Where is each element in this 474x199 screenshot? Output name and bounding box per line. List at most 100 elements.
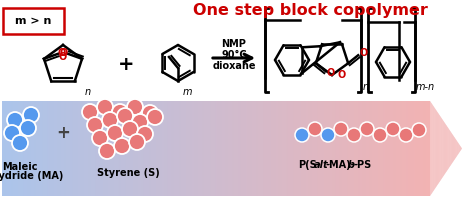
Polygon shape <box>45 101 46 196</box>
Polygon shape <box>112 101 113 196</box>
Polygon shape <box>400 101 401 196</box>
Circle shape <box>399 128 413 142</box>
Polygon shape <box>144 101 146 196</box>
Polygon shape <box>30 101 31 196</box>
Polygon shape <box>443 121 444 176</box>
Polygon shape <box>384 101 385 196</box>
Polygon shape <box>340 101 341 196</box>
Polygon shape <box>22 101 23 196</box>
Polygon shape <box>40 101 42 196</box>
Circle shape <box>308 122 322 136</box>
Polygon shape <box>76 101 77 196</box>
Text: n: n <box>85 87 91 97</box>
Polygon shape <box>129 101 130 196</box>
Polygon shape <box>69 101 71 196</box>
Polygon shape <box>341 101 342 196</box>
Polygon shape <box>418 101 419 196</box>
Polygon shape <box>351 101 352 196</box>
Polygon shape <box>10 101 12 196</box>
Polygon shape <box>138 101 139 196</box>
Polygon shape <box>284 101 285 196</box>
Text: alt: alt <box>314 160 328 170</box>
Polygon shape <box>350 101 351 196</box>
Polygon shape <box>48 101 49 196</box>
Polygon shape <box>222 101 223 196</box>
Polygon shape <box>379 101 380 196</box>
Polygon shape <box>127 101 128 196</box>
Polygon shape <box>98 101 100 196</box>
Polygon shape <box>122 101 123 196</box>
Polygon shape <box>279 101 280 196</box>
Polygon shape <box>328 101 329 196</box>
Polygon shape <box>395 101 396 196</box>
Polygon shape <box>62 101 63 196</box>
Polygon shape <box>381 101 382 196</box>
Polygon shape <box>128 101 129 196</box>
Polygon shape <box>196 101 197 196</box>
Polygon shape <box>303 101 304 196</box>
Polygon shape <box>52 101 54 196</box>
Polygon shape <box>15 101 16 196</box>
Polygon shape <box>357 101 358 196</box>
Polygon shape <box>385 101 386 196</box>
Polygon shape <box>334 101 335 196</box>
Polygon shape <box>391 101 392 196</box>
Polygon shape <box>367 101 368 196</box>
Polygon shape <box>155 101 156 196</box>
Polygon shape <box>263 101 264 196</box>
Polygon shape <box>2 101 3 196</box>
Polygon shape <box>299 101 300 196</box>
Polygon shape <box>219 101 220 196</box>
Text: +: + <box>56 124 70 142</box>
Polygon shape <box>408 101 409 196</box>
Polygon shape <box>238 101 239 196</box>
Polygon shape <box>441 118 442 179</box>
Polygon shape <box>339 101 340 196</box>
Polygon shape <box>362 101 363 196</box>
Circle shape <box>142 105 158 121</box>
Polygon shape <box>160 101 162 196</box>
Polygon shape <box>116 101 117 196</box>
Polygon shape <box>277 101 278 196</box>
Polygon shape <box>16 101 17 196</box>
Polygon shape <box>214 101 215 196</box>
Polygon shape <box>177 101 179 196</box>
Polygon shape <box>399 101 400 196</box>
Polygon shape <box>166 101 167 196</box>
Text: m-n: m-n <box>416 82 435 92</box>
Polygon shape <box>411 101 412 196</box>
Polygon shape <box>419 101 420 196</box>
Polygon shape <box>430 102 431 195</box>
Polygon shape <box>297 101 299 196</box>
Polygon shape <box>189 101 191 196</box>
Text: O: O <box>58 48 66 58</box>
Polygon shape <box>436 110 437 187</box>
Polygon shape <box>186 101 187 196</box>
Polygon shape <box>392 101 393 196</box>
Polygon shape <box>259 101 260 196</box>
Polygon shape <box>21 101 22 196</box>
Text: O: O <box>359 48 367 58</box>
Polygon shape <box>157 101 158 196</box>
Circle shape <box>360 122 374 136</box>
Polygon shape <box>307 101 308 196</box>
Circle shape <box>295 128 309 142</box>
Polygon shape <box>82 101 83 196</box>
Polygon shape <box>13 101 14 196</box>
Polygon shape <box>354 101 355 196</box>
Polygon shape <box>38 101 39 196</box>
Circle shape <box>102 112 118 128</box>
Polygon shape <box>325 101 326 196</box>
Polygon shape <box>291 101 292 196</box>
Polygon shape <box>278 101 279 196</box>
Polygon shape <box>246 101 247 196</box>
Circle shape <box>321 128 335 142</box>
Circle shape <box>114 138 130 154</box>
Polygon shape <box>359 101 360 196</box>
Polygon shape <box>29 101 30 196</box>
Polygon shape <box>140 101 141 196</box>
Polygon shape <box>319 101 320 196</box>
Polygon shape <box>183 101 184 196</box>
Polygon shape <box>289 101 290 196</box>
Polygon shape <box>68 101 69 196</box>
